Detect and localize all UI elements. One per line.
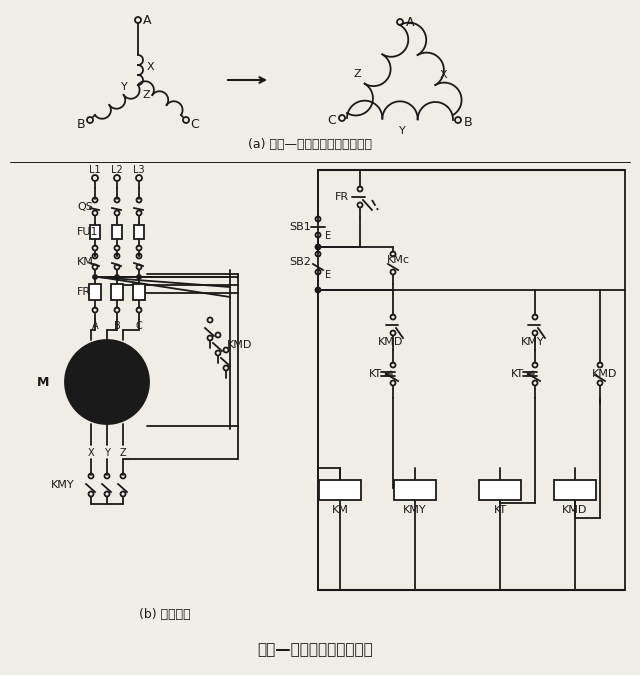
- Text: L3: L3: [133, 165, 145, 175]
- Text: KMD: KMD: [378, 337, 404, 347]
- Text: FR: FR: [77, 287, 91, 297]
- Text: KT: KT: [369, 369, 381, 379]
- Text: KT: KT: [493, 505, 507, 515]
- Text: C: C: [136, 321, 142, 331]
- Text: A: A: [406, 16, 414, 28]
- Text: C: C: [328, 115, 337, 128]
- Text: C: C: [191, 119, 200, 132]
- Text: KT: KT: [511, 369, 524, 379]
- Text: Z: Z: [142, 90, 150, 100]
- Text: A: A: [92, 321, 99, 331]
- Text: SB2: SB2: [289, 257, 311, 267]
- Text: B: B: [114, 321, 120, 331]
- Text: E: E: [325, 270, 331, 280]
- Text: X: X: [88, 448, 94, 458]
- Bar: [319, 480, 361, 500]
- Circle shape: [115, 275, 119, 279]
- Text: B: B: [77, 119, 85, 132]
- Text: Y: Y: [104, 448, 110, 458]
- Text: X: X: [146, 62, 154, 72]
- Bar: [89, 284, 101, 300]
- Text: L2: L2: [111, 165, 123, 175]
- Text: B: B: [464, 117, 472, 130]
- Text: Y: Y: [120, 82, 127, 92]
- Text: QS: QS: [77, 202, 93, 212]
- Text: KMY: KMY: [51, 480, 75, 490]
- Text: L1: L1: [89, 165, 101, 175]
- Text: (b) 控制线路: (b) 控制线路: [139, 608, 191, 622]
- Text: Z: Z: [120, 448, 126, 458]
- Text: E: E: [325, 231, 331, 241]
- Text: FR: FR: [335, 192, 349, 202]
- Text: M: M: [37, 375, 49, 389]
- Circle shape: [65, 340, 149, 424]
- Bar: [134, 225, 144, 239]
- Text: (a) 星形—三角形转换绕组连接图: (a) 星形—三角形转换绕组连接图: [248, 138, 372, 151]
- Text: X: X: [439, 70, 447, 80]
- Text: KMD: KMD: [563, 505, 588, 515]
- Bar: [112, 225, 122, 239]
- Text: KM: KM: [332, 505, 348, 515]
- Text: 星形—三角形启动控制线路: 星形—三角形启动控制线路: [257, 643, 373, 657]
- Bar: [554, 480, 596, 500]
- Text: KMY: KMY: [403, 505, 427, 515]
- Text: KMY: KMY: [521, 337, 545, 347]
- Circle shape: [137, 275, 141, 279]
- Text: A: A: [143, 14, 151, 26]
- Bar: [90, 225, 100, 239]
- Bar: [133, 284, 145, 300]
- Text: Y: Y: [399, 126, 405, 136]
- Text: SB1: SB1: [289, 222, 311, 232]
- Circle shape: [316, 288, 321, 292]
- Bar: [111, 284, 123, 300]
- Text: Z: Z: [353, 69, 361, 79]
- Bar: [479, 480, 521, 500]
- Text: 3~: 3~: [98, 385, 116, 398]
- Text: KMc: KMc: [387, 255, 410, 265]
- Text: KMD: KMD: [592, 369, 618, 379]
- Circle shape: [93, 275, 97, 279]
- Text: KMD: KMD: [227, 340, 253, 350]
- Bar: [394, 480, 436, 500]
- Text: FU1: FU1: [77, 227, 99, 237]
- Text: KM: KM: [77, 257, 94, 267]
- Text: M: M: [99, 367, 115, 381]
- Circle shape: [316, 244, 321, 250]
